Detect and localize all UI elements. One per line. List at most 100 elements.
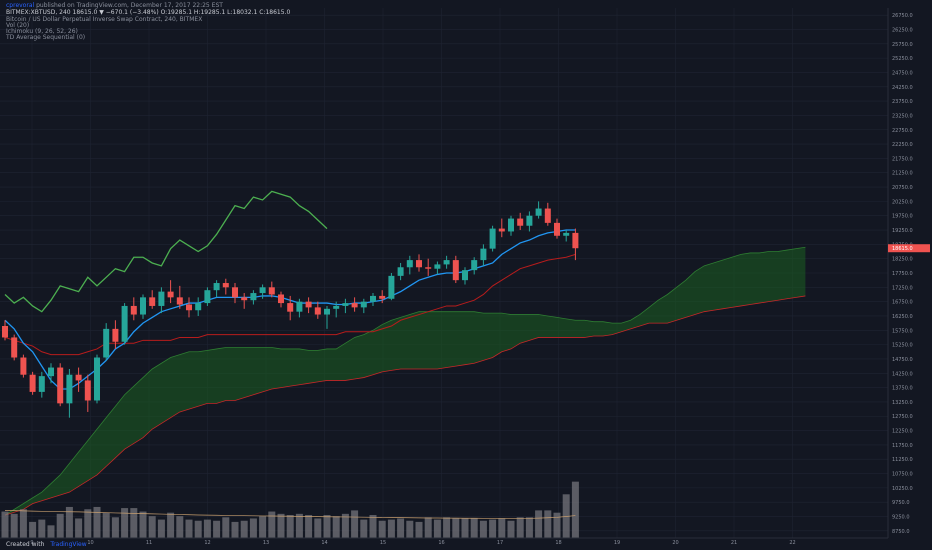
candle-body [278, 294, 284, 304]
time-tick-label: 19 [614, 540, 620, 546]
candle-body [370, 295, 376, 302]
volume-bar [194, 520, 202, 538]
price-axis[interactable]: 26750.0 26250.0 25750.0 25250.0 24750.0 24250… [887, 0, 932, 550]
candle-body [176, 297, 183, 305]
price-tick-label: 22250.0 [892, 142, 913, 148]
volume-bar [452, 518, 460, 538]
cloud-fill [5, 247, 806, 516]
candle-body [305, 301, 312, 308]
candle-body [149, 297, 156, 306]
candle-body [158, 291, 165, 306]
volume-bar [102, 512, 110, 538]
author-link[interactable]: cprevoral [6, 2, 35, 9]
candle-body [259, 287, 266, 294]
candle-body [186, 304, 192, 311]
price-tick-label: 9750.0 [892, 500, 910, 506]
candle-body [544, 208, 551, 223]
candle-body [397, 267, 404, 276]
time-axis[interactable]: 9 10 11 12 13 14 15 16 17 18 19 20 21 22 [0, 537, 888, 546]
candle-body [48, 367, 54, 377]
volume-bar [535, 510, 543, 538]
candle-body [517, 218, 524, 226]
time-tick-label: 15 [380, 540, 386, 546]
volume-bar [176, 516, 184, 538]
volume-bar [203, 519, 211, 538]
candle-body [406, 260, 413, 268]
price-tick-label: 19250.0 [892, 228, 913, 234]
volume-bar [461, 518, 469, 538]
volume-bar [479, 520, 487, 538]
time-tick-label: 18 [555, 540, 561, 546]
time-tick-label: 11 [146, 540, 152, 546]
price-tick-label: 21750.0 [892, 156, 913, 162]
candle-body [84, 380, 91, 401]
price-tick-label: 25750.0 [892, 42, 913, 48]
candle-body [204, 290, 211, 304]
kijun-line [4, 253, 576, 356]
price-tick-label: 23250.0 [892, 113, 913, 119]
volume-bar [415, 521, 423, 538]
price-tick-label: 26750.0 [892, 13, 913, 19]
price-tick-label: 8750.0 [892, 529, 910, 535]
candle-body [360, 301, 367, 308]
indicator-td-sequential[interactable]: TD Average Sequential (0) [6, 34, 86, 41]
senkou-span-a [4, 246, 806, 516]
volume-bar [443, 517, 451, 538]
volume-bar [268, 511, 276, 538]
publish-line: cprevoral published on TradingView.com, … [6, 2, 223, 9]
candle-body [425, 267, 432, 269]
ichimoku-cloud [4, 246, 806, 516]
volume-bar [19, 509, 27, 538]
candle-body [324, 308, 330, 315]
candle-body [213, 283, 220, 291]
price-tick-label: 15750.0 [892, 328, 913, 334]
volume-bar [213, 520, 221, 538]
price-tick-label: 12750.0 [892, 414, 913, 420]
indicator-ichimoku[interactable]: Ichimoku (9, 26, 52, 26) [6, 28, 78, 35]
candle-body [480, 248, 487, 261]
candle-body [268, 287, 275, 295]
volume-bar [507, 520, 515, 538]
price-tick-label: 19750.0 [892, 214, 913, 220]
volume-bar [369, 515, 377, 538]
volume-bar [387, 519, 395, 538]
volume-bar [38, 519, 46, 538]
time-tick-label: 20 [672, 540, 678, 546]
volume-bar [121, 508, 129, 538]
candle-body [388, 275, 395, 299]
tradingview-logo[interactable]: TradingView [50, 541, 87, 548]
price-axis-bg [888, 0, 932, 550]
volume-bar [571, 481, 579, 538]
volume-bar [111, 517, 119, 538]
time-tick-label: 12 [204, 540, 210, 546]
volume-bar [29, 521, 37, 538]
volume-bar [157, 519, 165, 538]
candle-body [462, 270, 468, 281]
candle-body [563, 232, 570, 236]
indicator-volume[interactable]: Vol (20) [6, 22, 30, 29]
volume-bar [314, 518, 322, 538]
price-tick-label: 13750.0 [892, 386, 913, 392]
volume-bar [65, 506, 73, 538]
volume-bar [525, 517, 533, 538]
price-tick-label: 24750.0 [892, 70, 913, 76]
price-tick-label: 22750.0 [892, 128, 913, 134]
time-tick-label: 13 [263, 540, 269, 546]
last-price-tag: 18615.0 [888, 244, 930, 253]
volume-bar [249, 518, 257, 538]
volume-bar [424, 517, 432, 538]
time-tick-label: 16 [438, 540, 444, 546]
footer: Created with TradingView [6, 541, 87, 548]
candle-body [434, 264, 441, 269]
candle-body [29, 374, 36, 392]
candle-body [94, 357, 100, 401]
price-tag-label: 18615.0 [892, 246, 913, 252]
created-with-text: Created with [6, 541, 45, 548]
candle-body [471, 260, 478, 271]
candle-body [121, 305, 128, 342]
volume-bar [332, 516, 340, 538]
candle-body [2, 326, 8, 338]
volume-bar [277, 513, 285, 538]
candles [2, 201, 579, 418]
